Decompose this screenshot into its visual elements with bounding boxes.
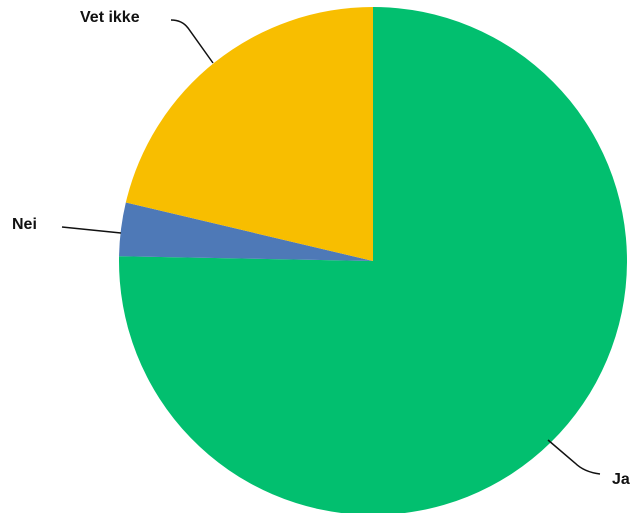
leader-line-nei [61,226,122,234]
leader-line-vet-ikke [170,19,214,64]
slice-label-nei: Nei [12,216,37,233]
pie-slice-vet-ikke [125,7,373,261]
slice-label-ja: Ja [612,471,630,488]
pie-slice-ja [119,7,627,513]
leader-lines [61,19,601,475]
slice-label-vet-ikke: Vet ikke [80,9,140,26]
pie-slice-nei [119,202,373,261]
slice-labels: Ja Nei Vet ikke [12,9,630,488]
leader-line-ja [547,439,601,475]
pie-slices [119,7,627,513]
